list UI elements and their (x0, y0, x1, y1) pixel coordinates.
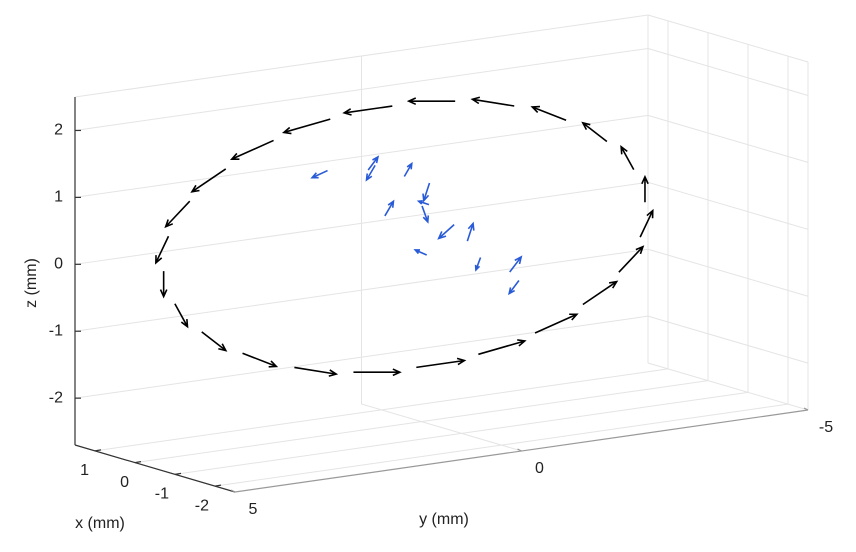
arrow (201, 331, 228, 352)
arrow (582, 280, 619, 306)
grid-line (74, 181, 649, 265)
arrow (421, 205, 430, 224)
arrow (353, 368, 402, 377)
arrow (509, 255, 523, 273)
grid-line (94, 368, 669, 452)
arrow (384, 199, 395, 217)
x-tick (94, 449, 102, 452)
y-tick-label: -5 (819, 419, 833, 436)
x-tick-label: 0 (120, 474, 129, 491)
x-tick-label: 1 (80, 462, 89, 479)
y-tick-label: 5 (249, 501, 258, 518)
arrow (164, 200, 191, 229)
x-tick (134, 461, 142, 464)
arrow (416, 357, 467, 369)
arrow (478, 339, 527, 356)
arrow (508, 280, 520, 296)
grid-line (134, 380, 709, 464)
arrow (641, 174, 649, 203)
axes: -2 -1 0 1 2 -2 -1 0 1 -5 0 5 (49, 97, 833, 518)
grid-line (361, 403, 522, 452)
arrow (174, 303, 189, 329)
arrow (620, 145, 635, 171)
grid-line (647, 362, 809, 411)
grid-line (647, 47, 809, 96)
arrow (422, 182, 431, 203)
arrow (466, 221, 475, 242)
arrow (474, 257, 482, 272)
arrow (294, 366, 339, 377)
marks (155, 96, 654, 377)
z-tick-label: -1 (49, 322, 63, 339)
grid-line (74, 315, 649, 399)
arrow (342, 105, 393, 116)
grid-line (647, 181, 809, 230)
z-tick-label: 0 (54, 256, 63, 273)
grid-line (647, 248, 809, 297)
x-tick-label: -2 (195, 497, 209, 514)
z-tick-label: 2 (54, 122, 63, 139)
grid-line (174, 391, 749, 475)
arrow (534, 313, 579, 334)
arrow (242, 352, 279, 368)
z-tick-label: 1 (54, 189, 63, 206)
grid-edge (74, 14, 649, 98)
grid-line (74, 47, 649, 131)
arrow (406, 97, 456, 106)
y-tick (230, 489, 236, 493)
y-tick-label: 0 (535, 460, 544, 477)
z-axis-label: z (mm) (23, 258, 40, 308)
arrow (310, 169, 328, 179)
arrow (229, 139, 274, 160)
grid-line (214, 403, 789, 487)
arrow (155, 235, 170, 265)
grid-edge (647, 14, 809, 63)
y-tick (803, 407, 809, 411)
arrow (413, 249, 428, 256)
arrow (530, 105, 567, 121)
arrow (470, 96, 515, 107)
grid (74, 14, 809, 493)
arrow (365, 164, 376, 182)
arrow (437, 224, 455, 240)
arrow (190, 168, 227, 193)
arrow (618, 245, 645, 273)
arrow (416, 199, 430, 206)
grid-line (647, 114, 809, 163)
arrow (403, 161, 413, 177)
arrow (367, 155, 380, 171)
x-axis (74, 444, 236, 493)
x-tick (214, 484, 222, 487)
grid-line (74, 114, 649, 198)
grid-line (647, 315, 809, 364)
x-tick-label: -1 (155, 486, 169, 503)
x-tick (174, 472, 182, 475)
arrow (581, 121, 608, 143)
arrow (159, 271, 168, 299)
y-tick (517, 448, 522, 452)
arrow (281, 118, 331, 135)
grid-line (74, 248, 649, 332)
x-axis-label: x (mm) (75, 515, 125, 532)
z-tick-label: -2 (49, 389, 63, 406)
arrow (639, 208, 654, 238)
y-axis-label: y (mm) (419, 511, 469, 528)
